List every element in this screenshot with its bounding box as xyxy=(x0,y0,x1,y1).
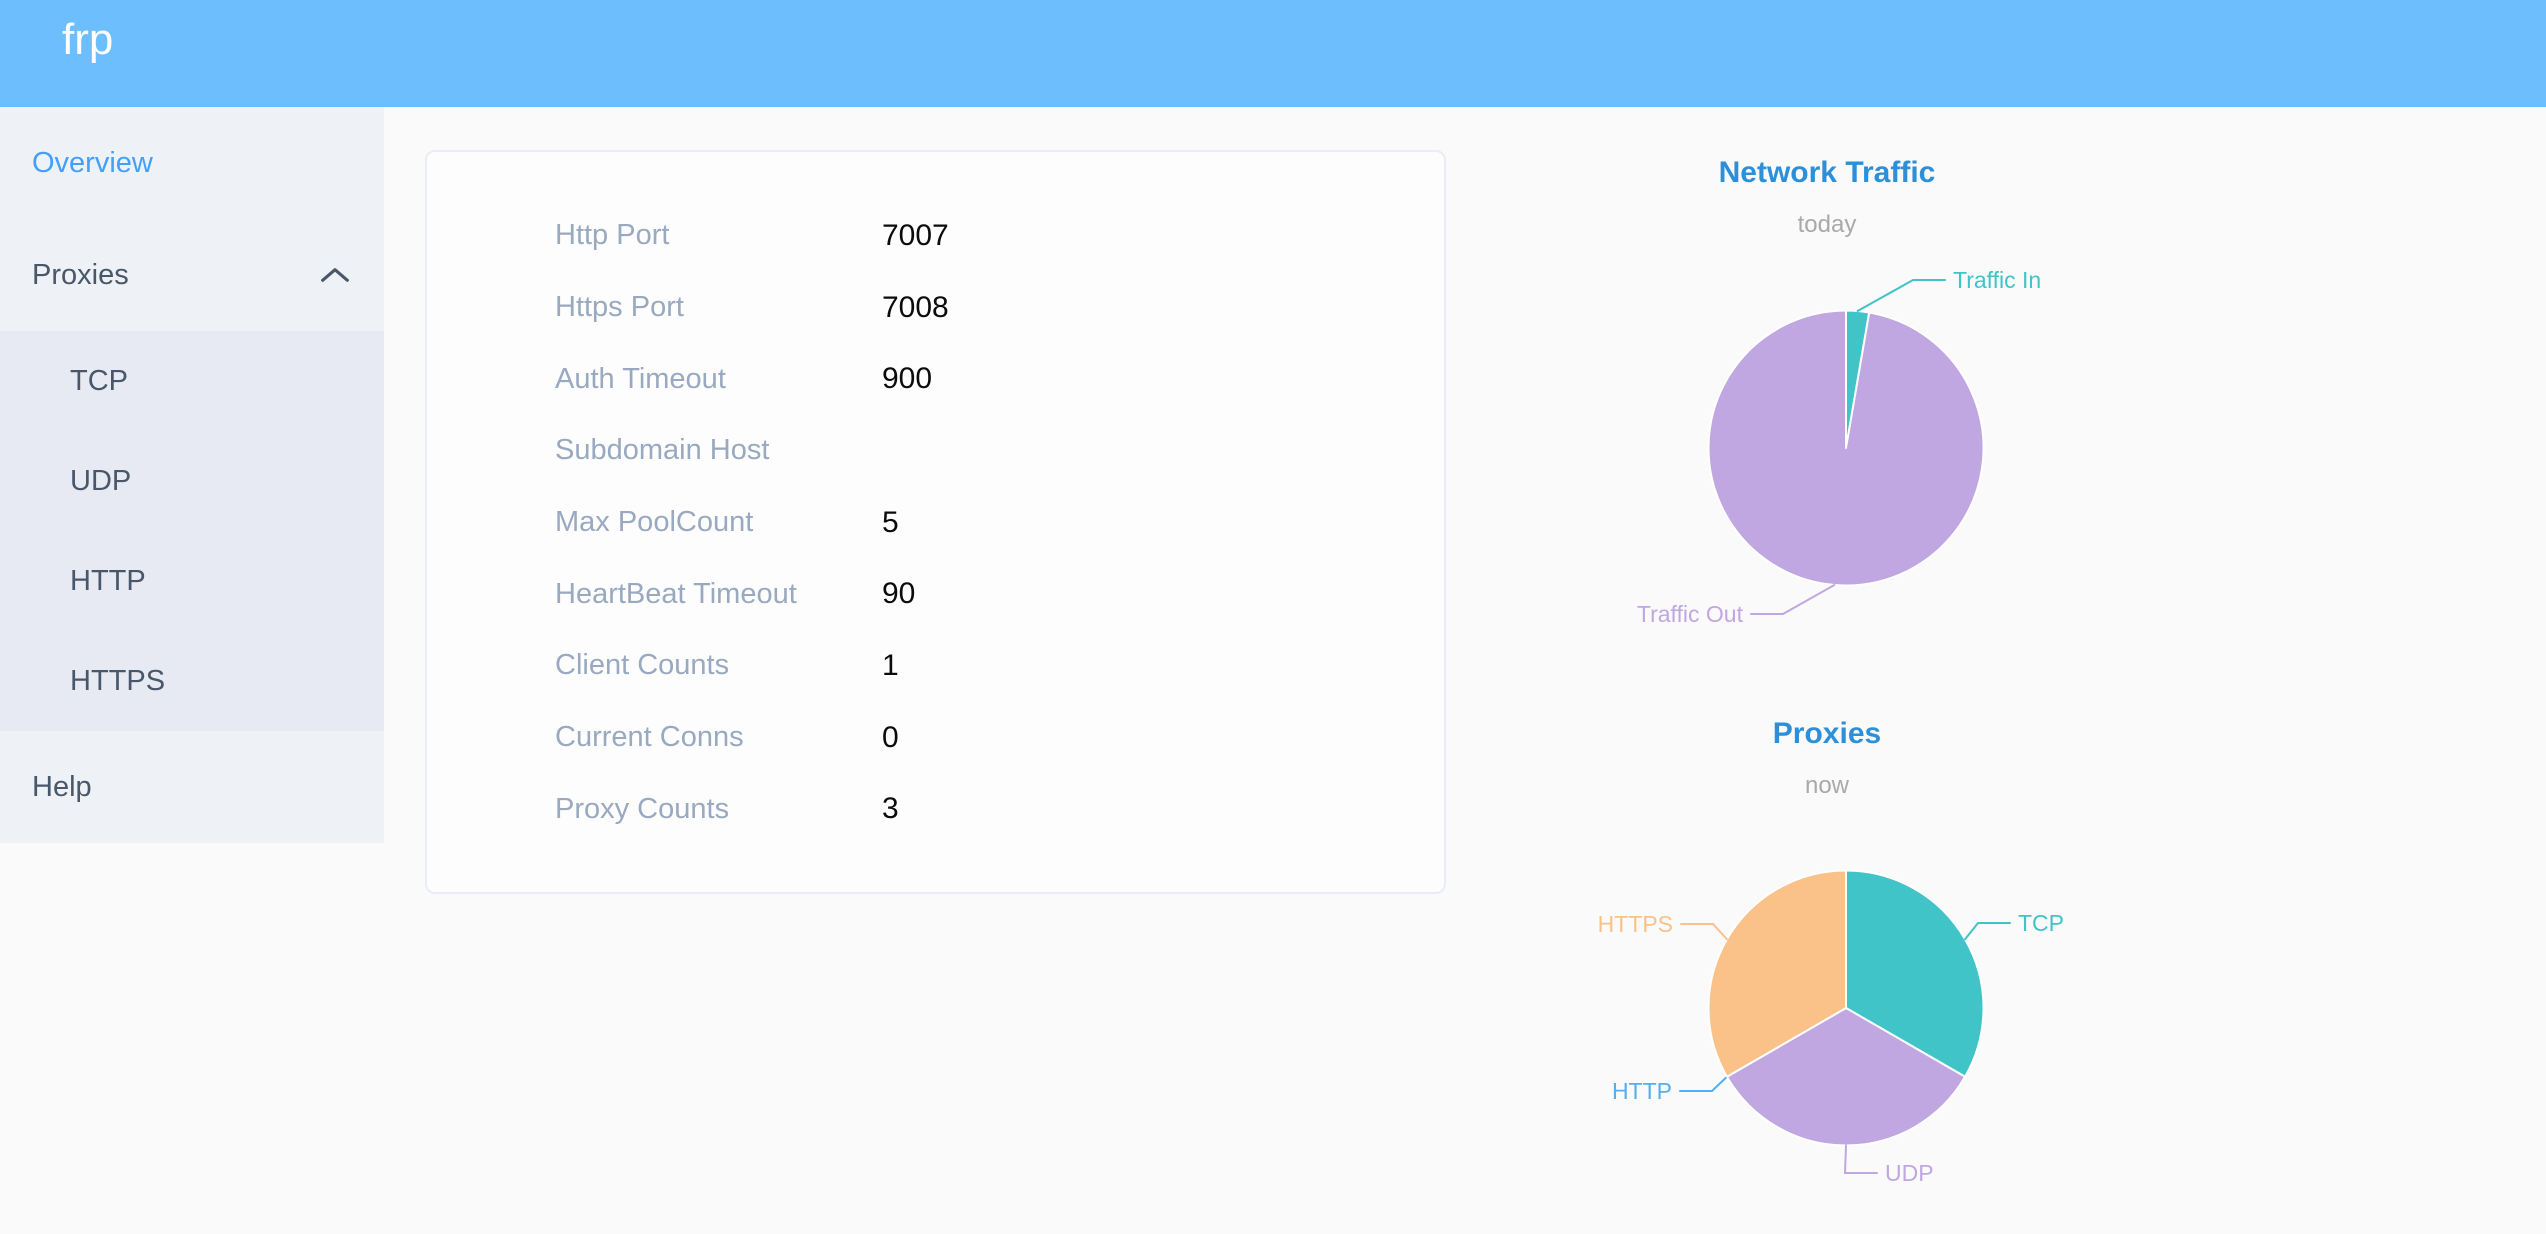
sidebar-item-label: HTTPS xyxy=(70,664,166,697)
info-value: 3 xyxy=(882,792,899,826)
info-row-current-conns: Current Conns 0 xyxy=(427,702,1444,774)
pie-label-traffic-out: Traffic Out xyxy=(1637,601,1744,627)
pie-label-tcp: TCP xyxy=(2018,910,2064,936)
app-logo: frp xyxy=(62,15,114,64)
info-label: Https Port xyxy=(555,291,684,324)
info-row-http-port: Http Port 7007 xyxy=(427,200,1444,272)
pie-label-http: HTTP xyxy=(1612,1078,1672,1104)
network-traffic-pie-chart: Traffic In Traffic Out xyxy=(1637,267,2041,627)
sidebar-item-tcp[interactable]: TCP xyxy=(0,331,384,431)
sidebar-item-help[interactable]: Help xyxy=(0,731,384,843)
info-row-proxy-counts: Proxy Counts 3 xyxy=(427,774,1444,846)
info-label: Client Counts xyxy=(555,649,730,682)
sidebar-item-label: TCP xyxy=(70,364,128,397)
sidebar-item-label: Proxies xyxy=(32,258,129,291)
info-row-heartbeat-timeout: HeartBeat Timeout 90 xyxy=(427,558,1444,630)
info-row-https-port: Https Port 7008 xyxy=(427,272,1444,344)
info-value: 5 xyxy=(882,505,899,539)
pie-label-https: HTTPS xyxy=(1598,911,1673,937)
sidebar-submenu-proxies: TCP UDP HTTP HTTPS xyxy=(0,331,384,731)
info-label: Http Port xyxy=(555,219,670,252)
app-header: frp xyxy=(0,0,2546,107)
chart-subtitle-network-traffic: today xyxy=(1797,211,1857,238)
sidebar-item-label: Help xyxy=(32,770,92,803)
info-value: 1 xyxy=(882,648,899,682)
info-value: 7007 xyxy=(882,218,949,252)
chart-title-network-traffic: Network Traffic xyxy=(1718,156,1936,189)
pie-label-line-traffic-in xyxy=(1856,279,1946,312)
sidebar-item-label: Overview xyxy=(32,146,153,179)
chart-title-proxies: Proxies xyxy=(1772,717,1882,750)
pie-label-line-https xyxy=(1680,923,1728,941)
info-value: 7008 xyxy=(882,290,949,324)
pie-label-line-tcp xyxy=(1964,922,2011,941)
info-label: Current Conns xyxy=(555,721,744,754)
server-info-card: Http Port 7007 Https Port 7008 Auth Time… xyxy=(425,150,1446,894)
info-value: 90 xyxy=(882,577,916,611)
pie-slice-traffic-out[interactable] xyxy=(1707,309,1985,587)
sidebar-item-http[interactable]: HTTP xyxy=(0,531,384,631)
proxies-pie-chart: TCP UDP HTTP HTTPS xyxy=(1598,869,2064,1186)
info-value: 0 xyxy=(882,720,899,754)
info-label: Auth Timeout xyxy=(555,362,726,395)
info-label: Proxy Counts xyxy=(555,792,730,825)
info-row-auth-timeout: Auth Timeout 900 xyxy=(427,343,1444,415)
info-row-client-counts: Client Counts 1 xyxy=(427,630,1444,702)
sidebar-item-label: UDP xyxy=(70,464,132,497)
pie-label-line-http xyxy=(1679,1075,1728,1092)
pie-label-line-udp xyxy=(1843,1144,1878,1174)
sidebar-item-proxies[interactable]: Proxies xyxy=(0,219,384,331)
sidebar-item-label: HTTP xyxy=(70,564,146,597)
sidebar-item-https[interactable]: HTTPS xyxy=(0,631,384,731)
chart-subtitle-proxies: now xyxy=(1804,772,1850,799)
sidebar: Overview Proxies TCP UDP HTTP HTTPS Help xyxy=(0,107,384,843)
pie-label-traffic-in: Traffic In xyxy=(1953,267,2041,293)
sidebar-item-overview[interactable]: Overview xyxy=(0,107,384,219)
info-label: Max PoolCount xyxy=(555,506,754,539)
pie-label-udp: UDP xyxy=(1885,1160,1934,1186)
info-row-max-poolcount: Max PoolCount 5 xyxy=(427,487,1444,559)
info-row-subdomain-host: Subdomain Host xyxy=(427,415,1444,487)
chevron-up-icon xyxy=(321,268,349,282)
info-label: Subdomain Host xyxy=(555,434,770,467)
info-label: HeartBeat Timeout xyxy=(555,577,797,610)
pie-label-line-traffic-out xyxy=(1750,584,1836,615)
sidebar-item-udp[interactable]: UDP xyxy=(0,431,384,531)
info-value: 900 xyxy=(882,362,933,396)
